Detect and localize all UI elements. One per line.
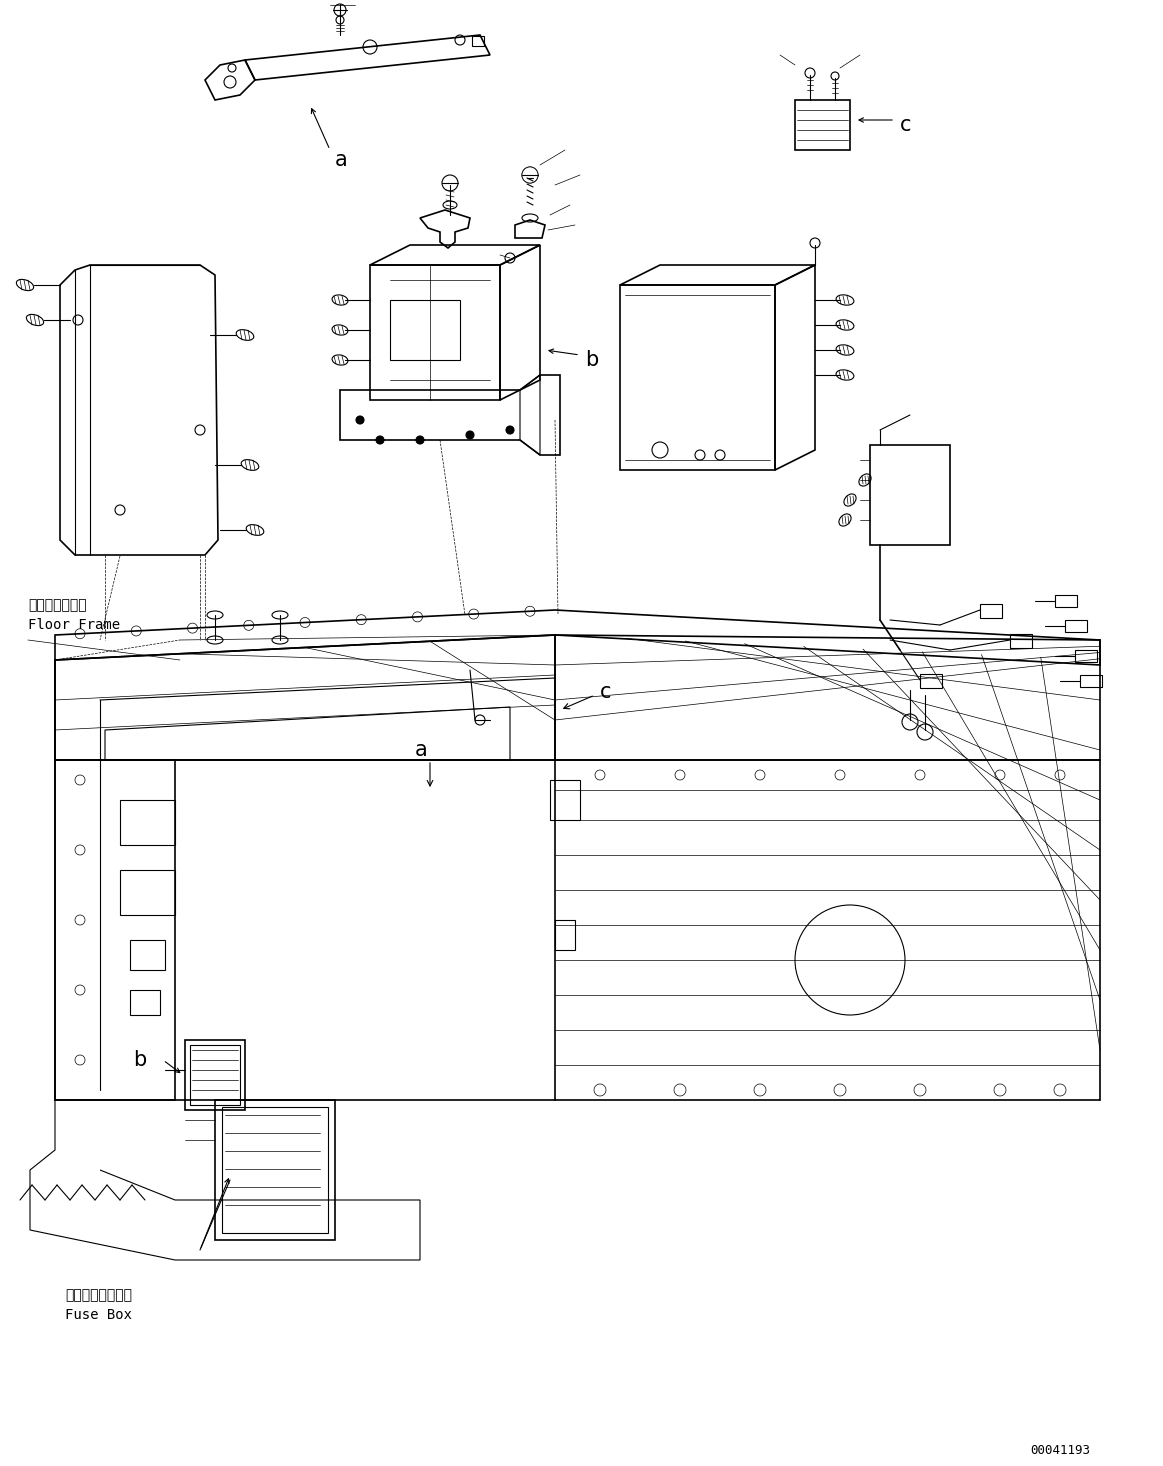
Circle shape bbox=[522, 167, 538, 183]
Circle shape bbox=[416, 435, 424, 444]
Circle shape bbox=[376, 435, 384, 444]
Circle shape bbox=[334, 4, 347, 16]
Bar bbox=[550, 780, 580, 819]
Circle shape bbox=[356, 416, 364, 424]
Bar bbox=[190, 1045, 240, 1105]
Text: c: c bbox=[600, 682, 612, 702]
Bar bbox=[130, 990, 160, 1014]
Circle shape bbox=[506, 427, 514, 434]
Bar bbox=[555, 921, 575, 950]
Text: フロアフレーム: フロアフレーム bbox=[28, 598, 86, 611]
Circle shape bbox=[442, 174, 458, 191]
Bar bbox=[870, 446, 950, 545]
Text: b: b bbox=[585, 350, 598, 369]
Text: c: c bbox=[900, 114, 912, 135]
Bar bbox=[1009, 633, 1032, 648]
Bar bbox=[130, 940, 165, 970]
Bar bbox=[920, 674, 942, 688]
Text: Floor Frame: Floor Frame bbox=[28, 619, 120, 632]
Text: Fuse Box: Fuse Box bbox=[65, 1308, 131, 1322]
Text: 00041193: 00041193 bbox=[1030, 1444, 1090, 1457]
Bar bbox=[1055, 595, 1077, 607]
Bar bbox=[795, 100, 850, 150]
Bar bbox=[1080, 674, 1103, 688]
Text: a: a bbox=[415, 740, 428, 759]
Text: b: b bbox=[134, 1050, 147, 1070]
Bar bbox=[222, 1107, 328, 1233]
Bar bbox=[1065, 620, 1087, 632]
Circle shape bbox=[466, 431, 475, 438]
Text: a: a bbox=[335, 150, 348, 170]
Bar bbox=[120, 869, 174, 915]
Text: フューズボックス: フューズボックス bbox=[65, 1289, 131, 1302]
Bar bbox=[120, 800, 174, 844]
Bar bbox=[1075, 649, 1097, 663]
Bar bbox=[472, 37, 484, 45]
Bar bbox=[215, 1100, 335, 1240]
Bar bbox=[980, 604, 1003, 619]
Bar bbox=[390, 301, 461, 361]
